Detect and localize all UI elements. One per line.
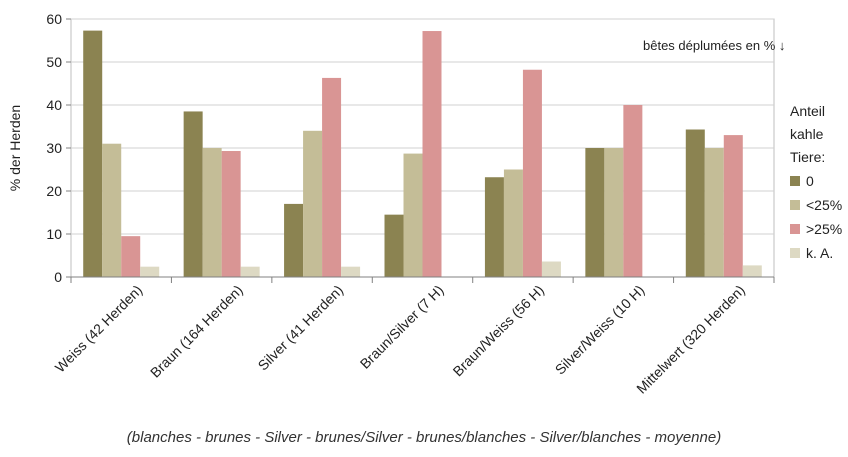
legend-swatch — [790, 176, 800, 186]
bar — [203, 148, 222, 277]
y-axis-ticks: 0 10 20 30 40 50 60 — [46, 11, 71, 285]
bar — [284, 204, 303, 277]
bar — [423, 31, 442, 277]
bar — [724, 135, 743, 277]
bar — [604, 148, 623, 277]
bar — [504, 170, 523, 278]
bar — [385, 215, 404, 277]
y-tick-label: 30 — [46, 140, 62, 156]
bar — [322, 78, 341, 277]
legend-label: k. A. — [806, 245, 833, 261]
bar — [585, 148, 604, 277]
bar — [341, 267, 360, 277]
x-tick-label: Braun/Silver (7 H) — [357, 282, 447, 372]
x-tick-label: Braun (164 Herden) — [147, 282, 246, 381]
legend-title: Anteil kahle Tiere: — [790, 100, 842, 169]
annotation-text: bêtes déplumées en % ↓ — [643, 38, 785, 53]
legend-label: 0 — [806, 173, 814, 189]
bar — [485, 177, 504, 277]
bar — [121, 236, 140, 277]
bar — [705, 148, 724, 277]
legend-item: >25% — [790, 217, 842, 241]
x-tick-label: Mittelwert (320 Herden) — [633, 282, 748, 397]
legend-title-line: kahle — [790, 123, 842, 146]
bar — [222, 151, 241, 277]
bar — [743, 265, 762, 277]
bar — [404, 154, 423, 277]
legend-title-line: Tiere: — [790, 146, 842, 169]
y-tick-label: 60 — [46, 11, 62, 27]
x-axis-ticks: Weiss (42 Herden) Braun (164 Herden) Silve… — [52, 277, 774, 397]
bar — [241, 267, 260, 277]
y-tick-label: 20 — [46, 183, 62, 199]
x-tick-label: Braun/Weiss (56 H) — [450, 282, 548, 380]
x-tick-label: Silver/Weiss (10 H) — [552, 282, 648, 378]
legend-item: <25% — [790, 193, 842, 217]
bar — [83, 31, 102, 277]
footnote: (blanches - brunes - Silver - brunes/Sil… — [0, 429, 848, 446]
y-axis-label: % der Herden — [7, 105, 23, 191]
bar — [686, 130, 705, 277]
y-tick-label: 10 — [46, 226, 62, 242]
bar — [303, 131, 322, 277]
bar — [523, 70, 542, 277]
legend-swatch — [790, 200, 800, 210]
y-tick-label: 50 — [46, 54, 62, 70]
legend-title-line: Anteil — [790, 100, 842, 123]
x-tick-label: Silver (41 Herden) — [255, 282, 347, 374]
legend-swatch — [790, 248, 800, 258]
x-tick-label: Weiss (42 Herden) — [52, 282, 146, 376]
bar — [623, 105, 642, 277]
legend-label: >25% — [806, 221, 842, 237]
bar — [102, 144, 121, 277]
legend: Anteil kahle Tiere: 0 <25% >25% k. A. — [790, 100, 842, 265]
legend-swatch — [790, 224, 800, 234]
bar — [542, 262, 561, 277]
legend-label: <25% — [806, 197, 842, 213]
legend-item: k. A. — [790, 241, 842, 265]
bar — [140, 267, 159, 277]
y-tick-label: 0 — [54, 269, 62, 285]
legend-item: 0 — [790, 169, 842, 193]
bar — [184, 111, 203, 277]
y-tick-label: 40 — [46, 97, 62, 113]
